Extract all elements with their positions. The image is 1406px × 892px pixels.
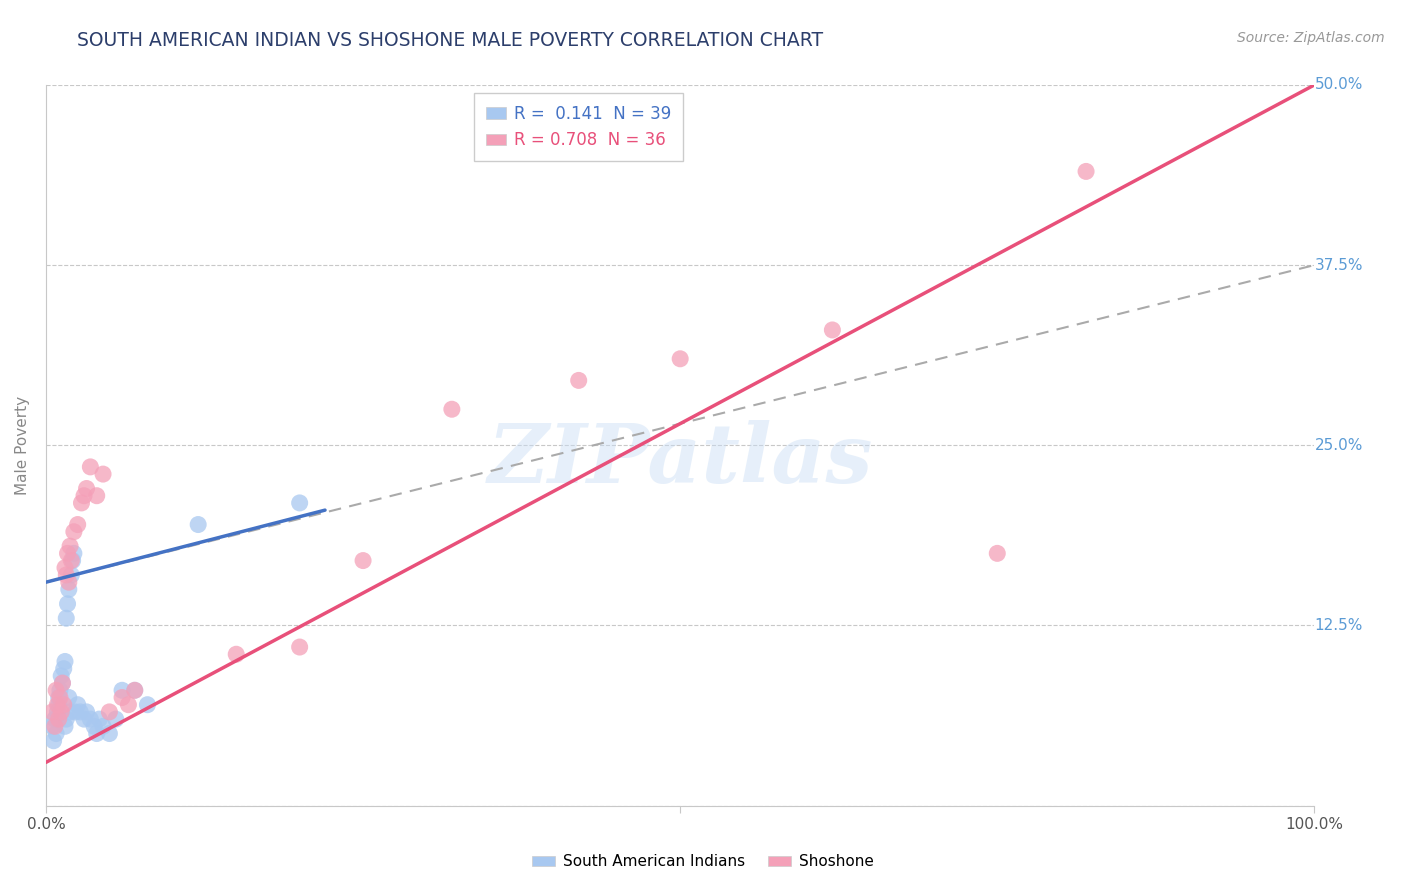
Point <box>55 611 77 625</box>
Point <box>63 546 86 560</box>
Point <box>124 683 146 698</box>
Point <box>52 698 75 712</box>
Point <box>51 669 73 683</box>
Point <box>60 553 83 567</box>
Point <box>59 705 82 719</box>
Point <box>104 712 127 726</box>
Point <box>288 496 311 510</box>
Point <box>986 546 1008 560</box>
Point <box>76 482 98 496</box>
Point <box>62 553 84 567</box>
Point <box>53 561 76 575</box>
Point <box>56 597 79 611</box>
Point <box>98 705 121 719</box>
Point <box>52 662 75 676</box>
Point <box>83 719 105 733</box>
Point <box>53 655 76 669</box>
Point <box>76 705 98 719</box>
Point <box>669 351 692 366</box>
Point <box>1074 164 1097 178</box>
Point <box>49 683 72 698</box>
Point <box>51 676 73 690</box>
Point <box>63 705 86 719</box>
Point <box>59 539 82 553</box>
Text: Source: ZipAtlas.com: Source: ZipAtlas.com <box>1237 31 1385 45</box>
Point <box>41 705 63 719</box>
Point <box>91 719 114 733</box>
Point <box>73 489 96 503</box>
Text: 25.0%: 25.0% <box>1315 438 1362 453</box>
Text: SOUTH AMERICAN INDIAN VS SHOSHONE MALE POVERTY CORRELATION CHART: SOUTH AMERICAN INDIAN VS SHOSHONE MALE P… <box>77 31 824 50</box>
Point <box>821 323 844 337</box>
Point <box>86 489 108 503</box>
Point <box>55 712 77 726</box>
Point <box>44 712 66 726</box>
Point <box>187 517 209 532</box>
Point <box>42 733 65 747</box>
Point <box>568 373 591 387</box>
Point <box>225 647 247 661</box>
Point <box>58 582 80 597</box>
Point <box>89 712 111 726</box>
Point <box>86 726 108 740</box>
Point <box>288 640 311 654</box>
Point <box>44 719 66 733</box>
Point <box>79 712 101 726</box>
Text: 50.0%: 50.0% <box>1315 78 1362 93</box>
Point <box>53 719 76 733</box>
Point <box>41 719 63 733</box>
Point <box>45 683 67 698</box>
Point <box>58 575 80 590</box>
Point <box>45 726 67 740</box>
Legend: R =  0.141  N = 39, R = 0.708  N = 36: R = 0.141 N = 39, R = 0.708 N = 36 <box>474 94 683 161</box>
Y-axis label: Male Poverty: Male Poverty <box>15 396 30 495</box>
Point <box>55 568 77 582</box>
Point <box>91 467 114 481</box>
Point <box>51 676 73 690</box>
Point <box>69 705 91 719</box>
Point <box>48 712 70 726</box>
Point <box>73 712 96 726</box>
Point <box>66 698 89 712</box>
Point <box>136 698 159 712</box>
Text: 12.5%: 12.5% <box>1315 618 1362 633</box>
Point <box>117 698 139 712</box>
Point <box>63 524 86 539</box>
Point <box>111 683 134 698</box>
Point <box>46 698 69 712</box>
Point <box>70 496 93 510</box>
Point <box>48 690 70 705</box>
Point <box>56 546 79 560</box>
Point <box>98 726 121 740</box>
Point <box>51 705 73 719</box>
Point <box>48 698 70 712</box>
Legend: South American Indians, Shoshone: South American Indians, Shoshone <box>526 848 880 875</box>
Point <box>66 517 89 532</box>
Point <box>79 459 101 474</box>
Point <box>60 568 83 582</box>
Point <box>352 553 374 567</box>
Point <box>111 690 134 705</box>
Point <box>58 690 80 705</box>
Text: ZIPatlas: ZIPatlas <box>488 419 873 500</box>
Point <box>124 683 146 698</box>
Text: 37.5%: 37.5% <box>1315 258 1362 273</box>
Point <box>49 690 72 705</box>
Point <box>46 705 69 719</box>
Point <box>440 402 463 417</box>
